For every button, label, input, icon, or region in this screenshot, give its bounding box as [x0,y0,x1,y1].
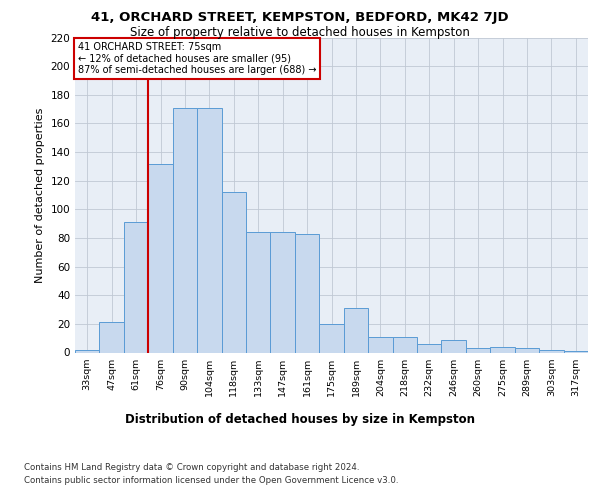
Bar [75,350,100,352]
Text: 41 ORCHARD STREET: 75sqm
← 12% of detached houses are smaller (95)
87% of semi-d: 41 ORCHARD STREET: 75sqm ← 12% of detach… [77,42,316,76]
Bar [271,232,295,352]
Bar [319,324,344,352]
Bar [392,337,417,352]
Bar [173,108,197,352]
Bar [197,108,221,352]
Bar [368,337,392,352]
Bar [417,344,442,352]
Bar [442,340,466,352]
Bar [124,222,148,352]
Bar [100,322,124,352]
Bar [490,347,515,352]
Text: Contains public sector information licensed under the Open Government Licence v3: Contains public sector information licen… [24,476,398,485]
Text: Size of property relative to detached houses in Kempston: Size of property relative to detached ho… [130,26,470,39]
Bar [246,232,271,352]
Text: Distribution of detached houses by size in Kempston: Distribution of detached houses by size … [125,412,475,426]
Text: Contains HM Land Registry data © Crown copyright and database right 2024.: Contains HM Land Registry data © Crown c… [24,462,359,471]
Bar [539,350,563,352]
Bar [563,351,588,352]
Bar [466,348,490,352]
Y-axis label: Number of detached properties: Number of detached properties [35,108,45,282]
Bar [295,234,319,352]
Bar [148,164,173,352]
Text: 41, ORCHARD STREET, KEMPSTON, BEDFORD, MK42 7JD: 41, ORCHARD STREET, KEMPSTON, BEDFORD, M… [91,11,509,24]
Bar [344,308,368,352]
Bar [515,348,539,352]
Bar [221,192,246,352]
